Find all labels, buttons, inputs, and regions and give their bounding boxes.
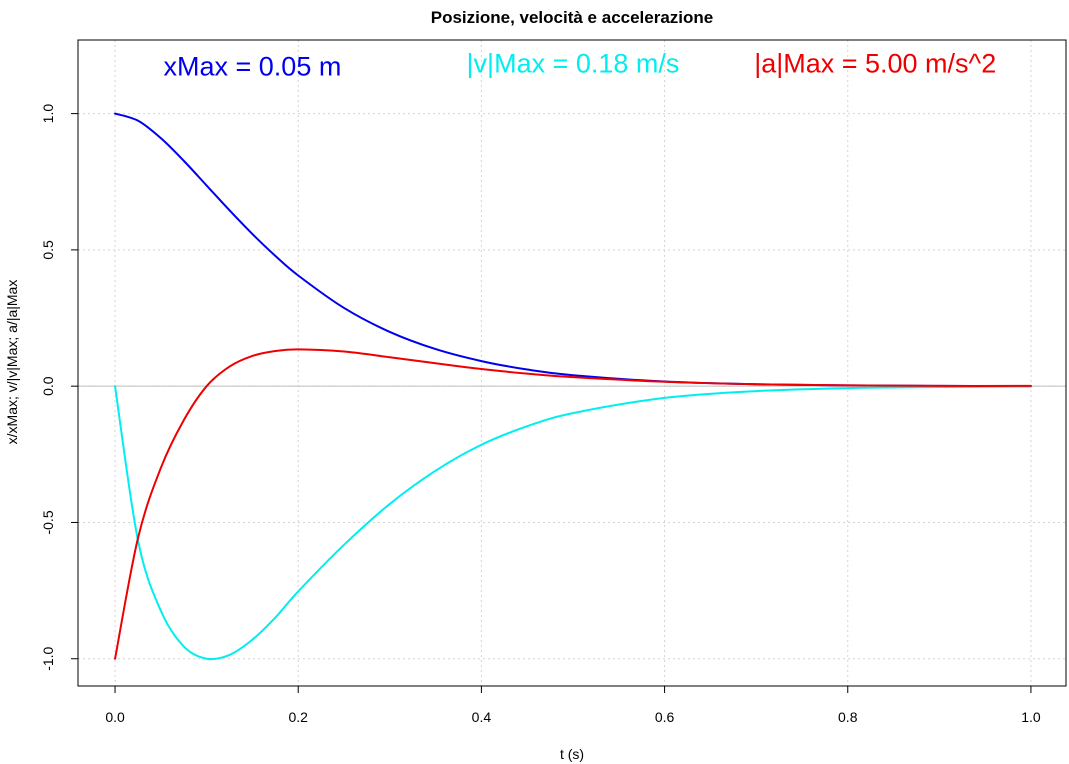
x-tick-label-5: 1.0	[1021, 709, 1041, 725]
x-axis: 0.0 0.2 0.4 0.6 0.8 1.0	[105, 686, 1041, 725]
grid	[78, 40, 1066, 686]
x-tick-label-2: 0.4	[472, 709, 492, 725]
chart-title: Posizione, velocità e accelerazione	[431, 8, 714, 27]
x-tick-label-0: 0.0	[105, 709, 125, 725]
y-axis-label: x/xMax; v/|v|Max; a/|a|Max	[4, 280, 20, 445]
series-line-1	[114, 385, 1032, 661]
annotation-2: |a|Max = 5.00 m/s^2	[754, 49, 996, 79]
series-layer	[114, 112, 1032, 661]
x-tick-label-1: 0.2	[288, 709, 308, 725]
x-tick-label-3: 0.6	[655, 709, 675, 725]
y-tick-label-2: 0.0	[40, 376, 56, 396]
y-axis: -1.0 -0.5 0.0 0.5 1.0	[40, 104, 78, 671]
y-tick-label-0: -1.0	[40, 646, 56, 670]
series-line-2	[114, 348, 1032, 660]
annotation-1: |v|Max = 0.18 m/s	[467, 49, 680, 79]
y-tick-label-1: -0.5	[40, 510, 56, 534]
annotation-0: xMax = 0.05 m	[164, 51, 342, 81]
x-axis-label: t (s)	[560, 746, 584, 762]
x-tick-label-4: 0.8	[838, 709, 858, 725]
annotations: xMax = 0.05 m |v|Max = 0.18 m/s |a|Max = 5…	[164, 49, 997, 82]
plot-frame	[77, 39, 1067, 687]
y-tick-label-4: 1.0	[40, 104, 56, 124]
y-tick-label-3: 0.5	[40, 240, 56, 260]
